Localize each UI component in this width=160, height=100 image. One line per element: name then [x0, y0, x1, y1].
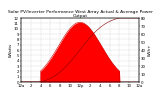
- Title: Solar PV/Inverter Performance West Array Actual & Average Power Output: Solar PV/Inverter Performance West Array…: [8, 10, 152, 18]
- Y-axis label: kWatts: kWatts: [9, 43, 13, 57]
- Y-axis label: kWh+: kWh+: [147, 44, 151, 56]
